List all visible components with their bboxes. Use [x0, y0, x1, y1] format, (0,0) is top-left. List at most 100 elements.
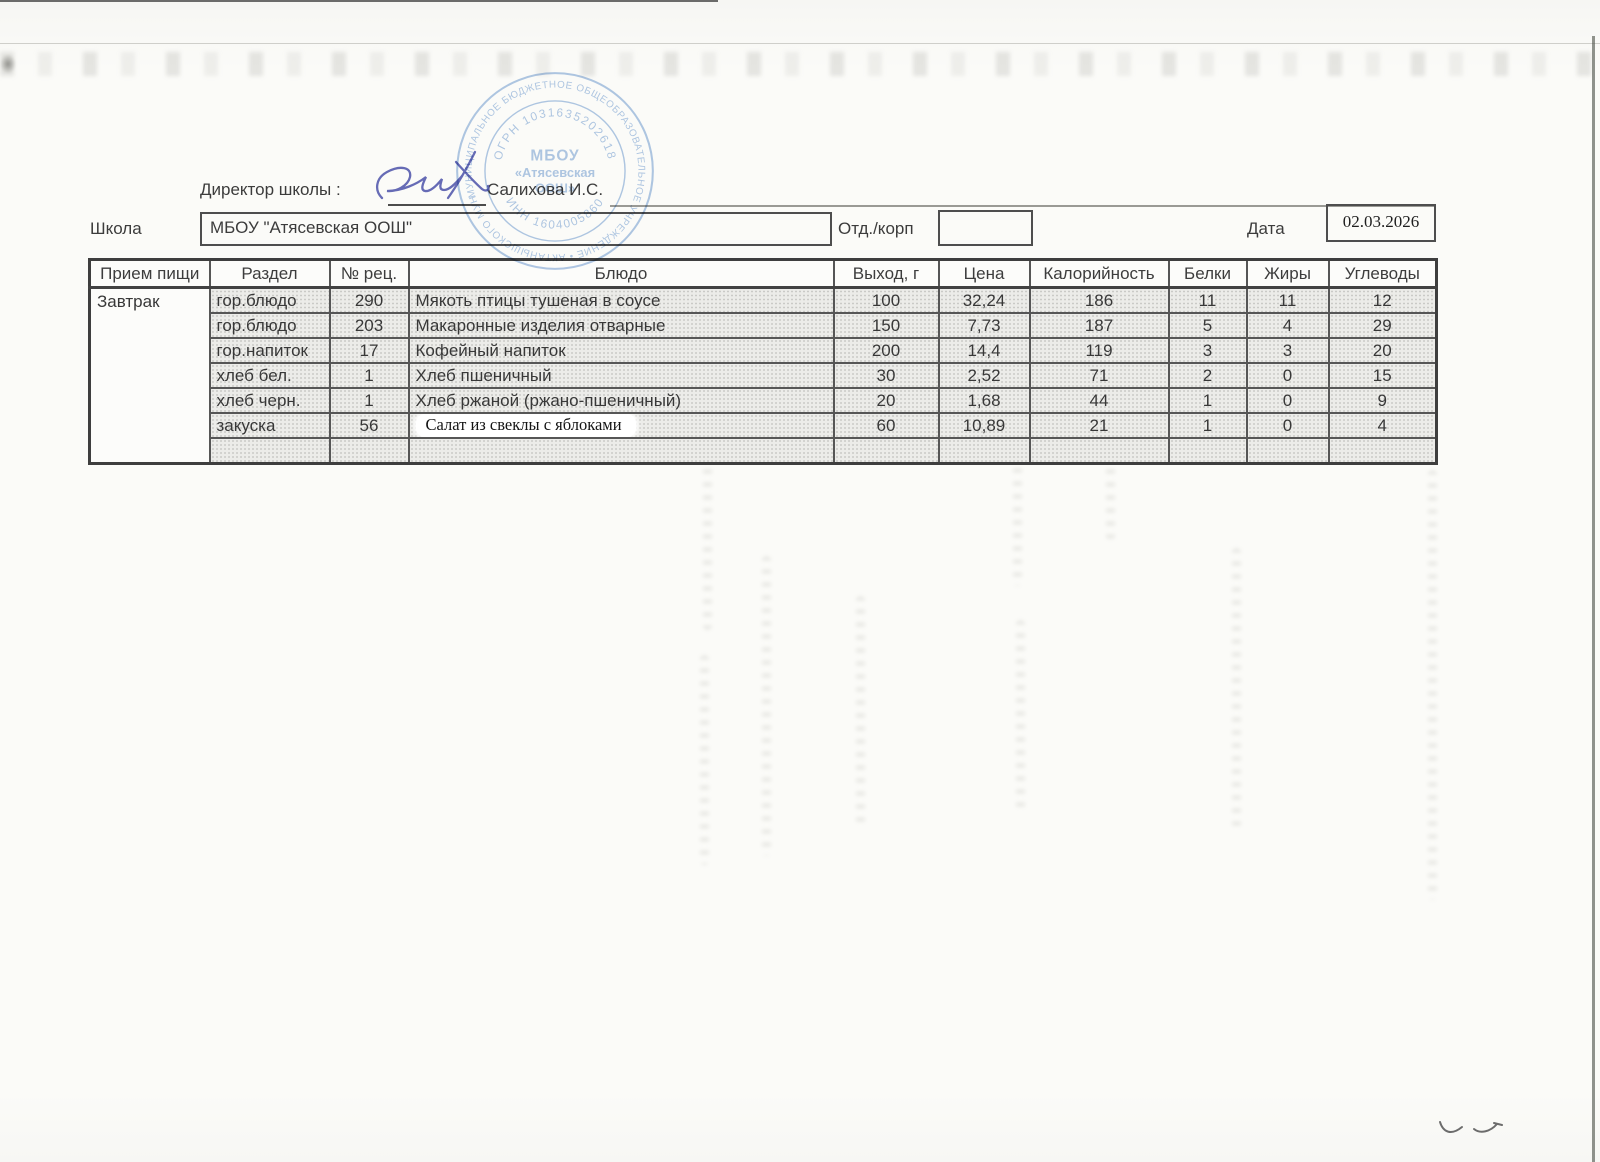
date-label: Дата [1247, 219, 1285, 238]
recipe-cell: 203 [328, 312, 410, 339]
carbs-cell: 29 [1327, 312, 1438, 339]
fat-cell: 3 [1245, 337, 1330, 364]
calories-cell: 186 [1028, 286, 1170, 314]
price-cell: 1,68 [937, 387, 1031, 414]
carbs-cell [1327, 437, 1438, 465]
date-value: 02.03.2026 [1342, 212, 1420, 231]
table-row: хлеб бел. 1 Хлеб пшеничный 30 2,52 71 2 … [90, 362, 1438, 389]
output-cell: 100 [832, 286, 940, 314]
protein-cell: 1 [1167, 387, 1248, 414]
stamp-center-line1: МБОУ [530, 148, 579, 165]
carbs-cell: 20 [1327, 337, 1438, 364]
price-cell: 14,4 [937, 337, 1031, 364]
dish-cell: Салат из свеклы с яблоками [407, 412, 835, 439]
section-cell: закуска [208, 412, 331, 439]
dept-input [938, 210, 1033, 246]
scan-crease [0, 43, 1600, 44]
scan-corner-mark [0, 54, 16, 74]
table-row: Завтрак гор.блюдо 290 Мякоть птицы тушен… [88, 286, 1438, 465]
dish-cell: Макаронные изделия отварные [407, 312, 835, 339]
bleed-through-streak [1428, 470, 1437, 900]
price-cell [937, 437, 1031, 465]
dish-cell: Кофейный напиток [407, 337, 835, 364]
recipe-cell: 17 [328, 337, 410, 364]
calories-cell: 119 [1028, 337, 1170, 364]
school-label: Школа [90, 219, 142, 238]
protein-cell: 1 [1167, 412, 1248, 439]
school-input: МБОУ "Атясевская ООШ" [200, 212, 832, 246]
fat-cell: 0 [1245, 387, 1330, 414]
dept-label: Отд./корп [838, 219, 914, 238]
scan-noise-band [0, 52, 1600, 76]
recipe-cell [328, 437, 410, 465]
recipe-cell: 1 [328, 362, 410, 389]
column-header-price: Цена [937, 258, 1031, 289]
output-cell: 30 [832, 362, 940, 389]
column-header-section: Раздел [208, 258, 331, 289]
fat-cell: 0 [1245, 412, 1330, 439]
calories-cell: 44 [1028, 387, 1170, 414]
protein-cell: 3 [1167, 337, 1248, 364]
recipe-cell: 290 [328, 286, 410, 314]
calories-cell: 21 [1028, 412, 1170, 439]
carbs-cell: 12 [1327, 286, 1438, 314]
director-signature [376, 150, 490, 200]
calories-cell: 187 [1028, 312, 1170, 339]
protein-cell [1167, 437, 1248, 465]
column-header-dish: Блюдо [407, 258, 835, 289]
table-row-empty [90, 437, 1438, 465]
handwritten-scribble [1439, 1121, 1503, 1134]
carbs-cell: 15 [1327, 362, 1438, 389]
menu-table: Прием пищи Раздел № рец. Блюдо Выход, г … [88, 258, 1438, 465]
bleed-through-streak [1232, 548, 1241, 828]
bleed-through-streak [762, 556, 771, 856]
patched-dish-text: Салат из свеклы с яблоками [415, 415, 636, 436]
school-value: МБОУ "Атясевская ООШ" [210, 218, 413, 237]
output-cell [832, 437, 940, 465]
column-header-protein: Белки [1167, 258, 1248, 289]
price-cell: 7,73 [937, 312, 1031, 339]
price-cell: 32,24 [937, 286, 1031, 314]
dish-cell: Хлеб ржаной (ржано-пшеничный) [407, 387, 835, 414]
signature-underline [388, 204, 486, 206]
bleed-through-streak [700, 655, 709, 865]
svg-text:ОГРН 1031635202618: ОГРН 1031635202618 [491, 105, 620, 161]
protein-cell: 11 [1167, 286, 1248, 314]
fat-cell: 0 [1245, 362, 1330, 389]
table-row: хлеб черн. 1 Хлеб ржаной (ржано-пшеничны… [90, 387, 1438, 414]
table-row: гор.напиток 17 Кофейный напиток 200 14,4… [90, 337, 1438, 364]
output-cell: 150 [832, 312, 940, 339]
section-cell: хлеб черн. [208, 387, 331, 414]
recipe-cell: 1 [328, 387, 410, 414]
carbs-cell: 9 [1327, 387, 1438, 414]
column-header-fat: Жиры [1245, 258, 1330, 289]
recipe-cell: 56 [328, 412, 410, 439]
carbs-cell: 4 [1327, 412, 1438, 439]
director-label: Директор школы : [200, 180, 341, 199]
table-header-row: Прием пищи Раздел № рец. Блюдо Выход, г … [88, 258, 1438, 289]
column-header-output: Выход, г [832, 258, 940, 289]
dish-cell: Хлеб пшеничный [407, 362, 835, 389]
section-cell [208, 437, 331, 465]
dish-cell: Мякоть птицы тушеная в соусе [407, 286, 835, 314]
table-row: закуска 56 Салат из свеклы с яблоками 60… [90, 412, 1438, 439]
price-cell: 2,52 [937, 362, 1031, 389]
column-header-carbs: Углеводы [1327, 258, 1438, 289]
meal-cell: Завтрак [88, 286, 211, 465]
table-row: гор.блюдо 203 Макаронные изделия отварны… [90, 312, 1438, 339]
output-cell: 60 [832, 412, 940, 439]
calories-cell: 71 [1028, 362, 1170, 389]
fat-cell [1245, 437, 1330, 465]
scan-right-edge [1592, 36, 1595, 1162]
bleed-through-streak [703, 300, 712, 630]
header-rule [610, 205, 1435, 207]
column-header-recipe: № рец. [328, 258, 410, 289]
stamp-ogrn-text: ОГРН 1031635202618 [491, 105, 618, 161]
section-cell: гор.блюдо [208, 312, 331, 339]
scan-top-edge [0, 0, 718, 2]
fat-cell: 4 [1245, 312, 1330, 339]
section-cell: гор.напиток [208, 337, 331, 364]
section-cell: гор.блюдо [208, 286, 331, 314]
price-cell: 10,89 [937, 412, 1031, 439]
